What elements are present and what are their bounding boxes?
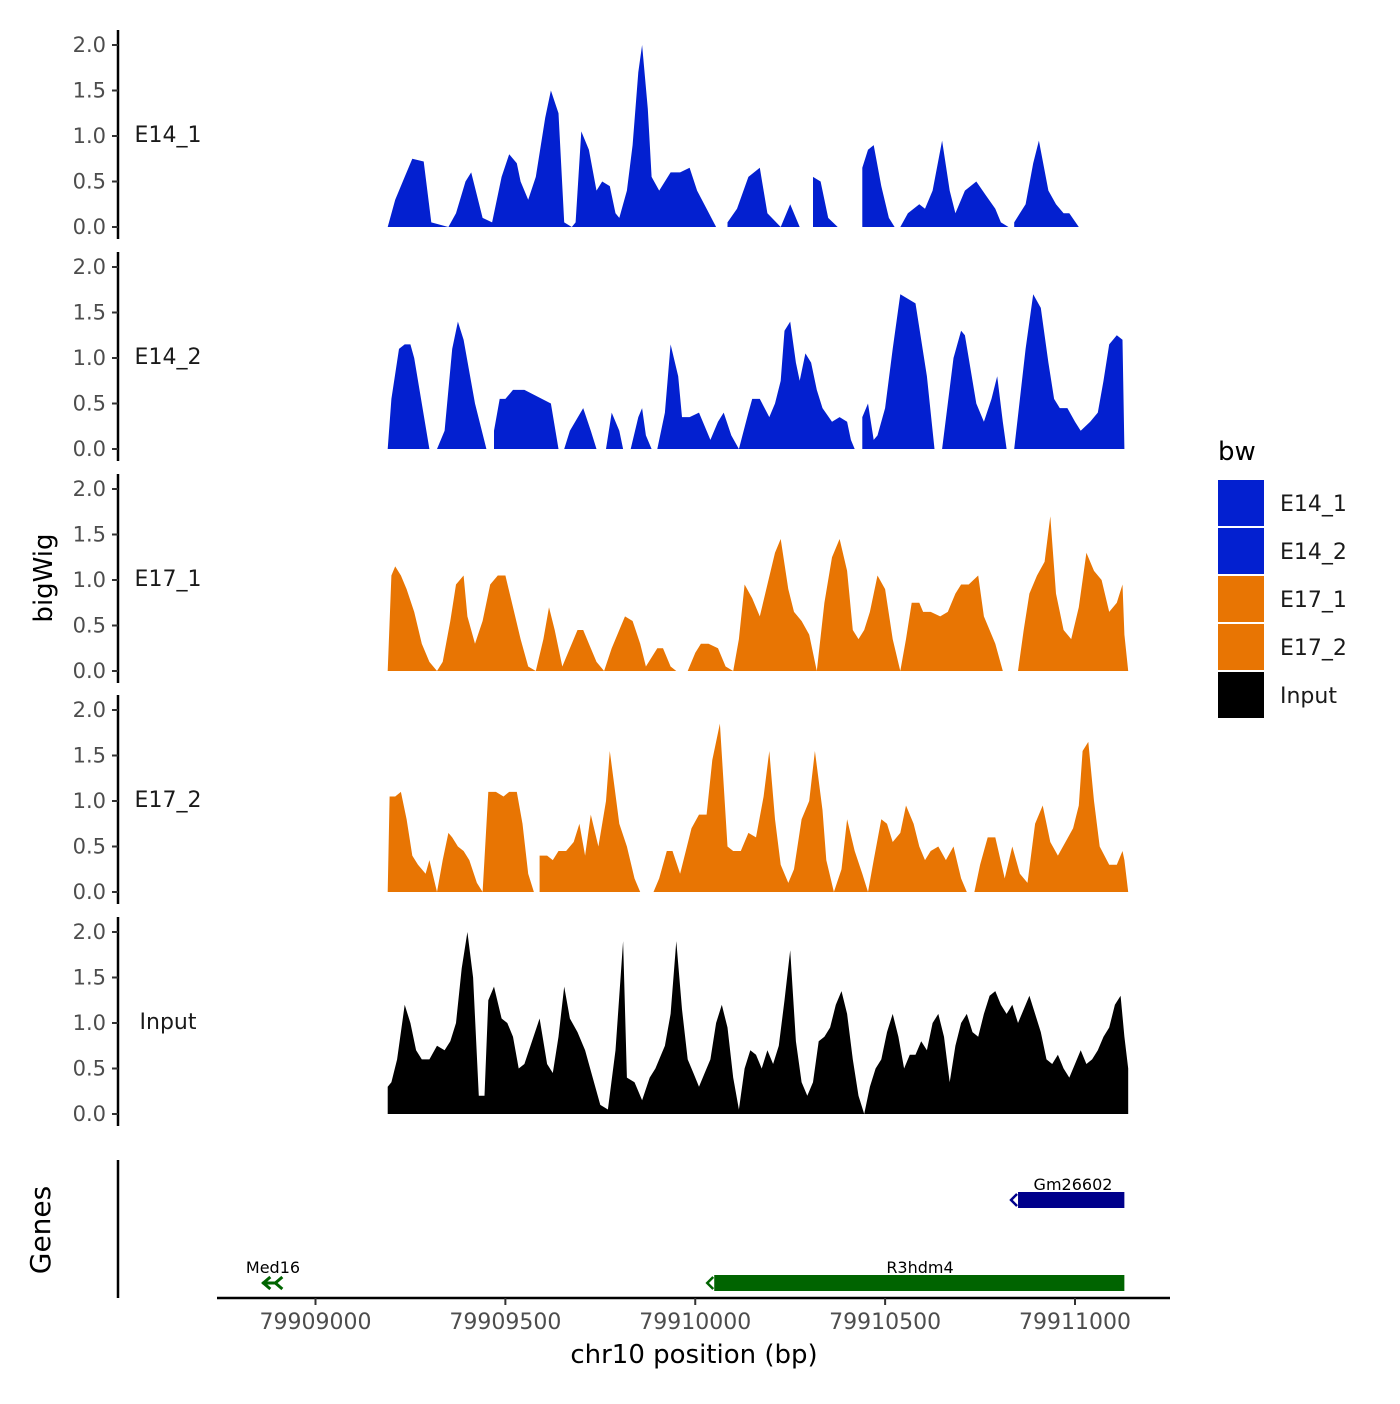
track-label: E14_1 [135, 123, 202, 148]
legend-label-e17-2: E17_2 [1280, 636, 1347, 661]
signal-area [387, 321, 487, 449]
gene-r3hdm4: R3hdm4 [705, 1258, 1125, 1291]
x-tick-label: 79910500 [829, 1310, 941, 1335]
y-tick-label: 0.0 [73, 437, 106, 461]
track-e14-1: 0.0 0.5 1.0 1.5 2.0 E14_1 [73, 30, 1079, 239]
legend-key-e14-2 [1218, 528, 1264, 574]
signal-area [387, 791, 534, 892]
track-label: E17_2 [135, 788, 202, 813]
gene-label: Gm26602 [1034, 1175, 1113, 1194]
track-e17-1: 0.0 0.5 1.0 1.5 2.0 E17_1 [73, 474, 1129, 683]
legend-key-e17-1 [1218, 576, 1264, 622]
track-input: 0.0 0.5 1.0 1.5 2.0 Input [73, 917, 1129, 1126]
y-tick-label: 0.5 [73, 170, 106, 194]
legend-label-e14-2: E14_2 [1280, 540, 1347, 565]
y-axis-title: bigWig [29, 533, 59, 622]
strand-arrow-icon [1114, 1193, 1124, 1207]
gene-body [1018, 1192, 1125, 1208]
y-tick-label: 2.0 [73, 920, 106, 944]
legend-key-e14-1 [1218, 480, 1264, 526]
gene-label: R3hdm4 [886, 1258, 953, 1277]
y-tick-label: 2.0 [73, 255, 106, 279]
y-tick-label: 2.0 [73, 33, 106, 57]
track-e14-2: 0.0 0.5 1.0 1.5 2.0 E14_2 [73, 252, 1129, 461]
legend: bw E14_1 E14_2 E17_1 E17_2 Input [1218, 437, 1347, 718]
y-tick-label: 2.0 [73, 698, 106, 722]
legend-title: bw [1218, 437, 1256, 467]
y-tick-label: 1.0 [73, 568, 106, 592]
y-tick-label: 0.0 [73, 215, 106, 239]
gene-body [714, 1275, 1125, 1291]
x-axis-title: chr10 position (bp) [570, 1340, 817, 1370]
strand-arrow-icon [705, 1276, 715, 1290]
legend-label-e14-1: E14_1 [1280, 492, 1347, 517]
y-tick-label: 1.5 [73, 301, 106, 325]
gene-label: Med16 [246, 1258, 300, 1277]
x-tick-label: 79911000 [1019, 1310, 1131, 1335]
genes-axis-title: Genes [24, 1186, 57, 1274]
y-tick-label: 1.0 [73, 789, 106, 813]
y-tick-label: 1.5 [73, 966, 106, 990]
signal-area [494, 321, 855, 449]
x-tick-label: 79910000 [639, 1310, 751, 1335]
y-tick-label: 2.0 [73, 477, 106, 501]
y-tick-label: 0.5 [73, 392, 106, 416]
x-tick-label: 79909500 [449, 1310, 561, 1335]
y-tick-label: 0.5 [73, 835, 106, 859]
y-tick-label: 0.0 [73, 659, 106, 683]
track-label: E14_2 [135, 345, 202, 370]
y-tick-label: 0.0 [73, 1102, 106, 1126]
legend-key-input [1218, 672, 1264, 718]
y-tick-label: 1.5 [73, 744, 106, 768]
legend-label-e17-1: E17_1 [1280, 588, 1347, 613]
y-tick-label: 0.5 [73, 614, 106, 638]
track-e17-2: 0.0 0.5 1.0 1.5 2.0 E17_2 [73, 695, 1129, 904]
track-label: E17_1 [135, 567, 202, 592]
genes-layer: Med16 R3hdm4 Gm26602 79909000 79909500 799100… [116, 1160, 1170, 1335]
signal-area [387, 516, 1129, 671]
signal-area [862, 294, 1129, 449]
x-tick-label: 79909000 [260, 1310, 372, 1335]
strand-arrow-icon [273, 1275, 284, 1291]
signal-area [539, 723, 1129, 892]
legend-label-input: Input [1280, 684, 1337, 709]
y-tick-label: 1.5 [73, 79, 106, 103]
strand-arrow-icon [261, 1275, 272, 1291]
y-tick-label: 1.0 [73, 124, 106, 148]
signal-area [727, 167, 806, 227]
signal-area [387, 45, 717, 227]
tracks-layer: 0.0 0.5 1.0 1.5 2.0 E14_1 0.0 0.5 1.0 1.5 2.0 E14_2… [73, 30, 1129, 1126]
signal-area [387, 932, 1129, 1114]
y-tick-label: 0.0 [73, 880, 106, 904]
strand-arrow-icon [1009, 1193, 1018, 1207]
signal-area [1014, 140, 1079, 227]
strand-arrow-icon [1114, 1276, 1124, 1290]
y-tick-label: 1.0 [73, 346, 106, 370]
y-tick-label: 1.5 [73, 523, 106, 547]
gene-gm26602: Gm26602 [1009, 1175, 1125, 1208]
signal-area [862, 140, 1009, 227]
signal-area [813, 176, 848, 227]
legend-key-e17-2 [1218, 624, 1264, 670]
gene-med16: Med16 [246, 1258, 300, 1291]
y-tick-label: 1.0 [73, 1011, 106, 1035]
track-label: Input [140, 1010, 197, 1035]
y-tick-label: 0.5 [73, 1057, 106, 1081]
